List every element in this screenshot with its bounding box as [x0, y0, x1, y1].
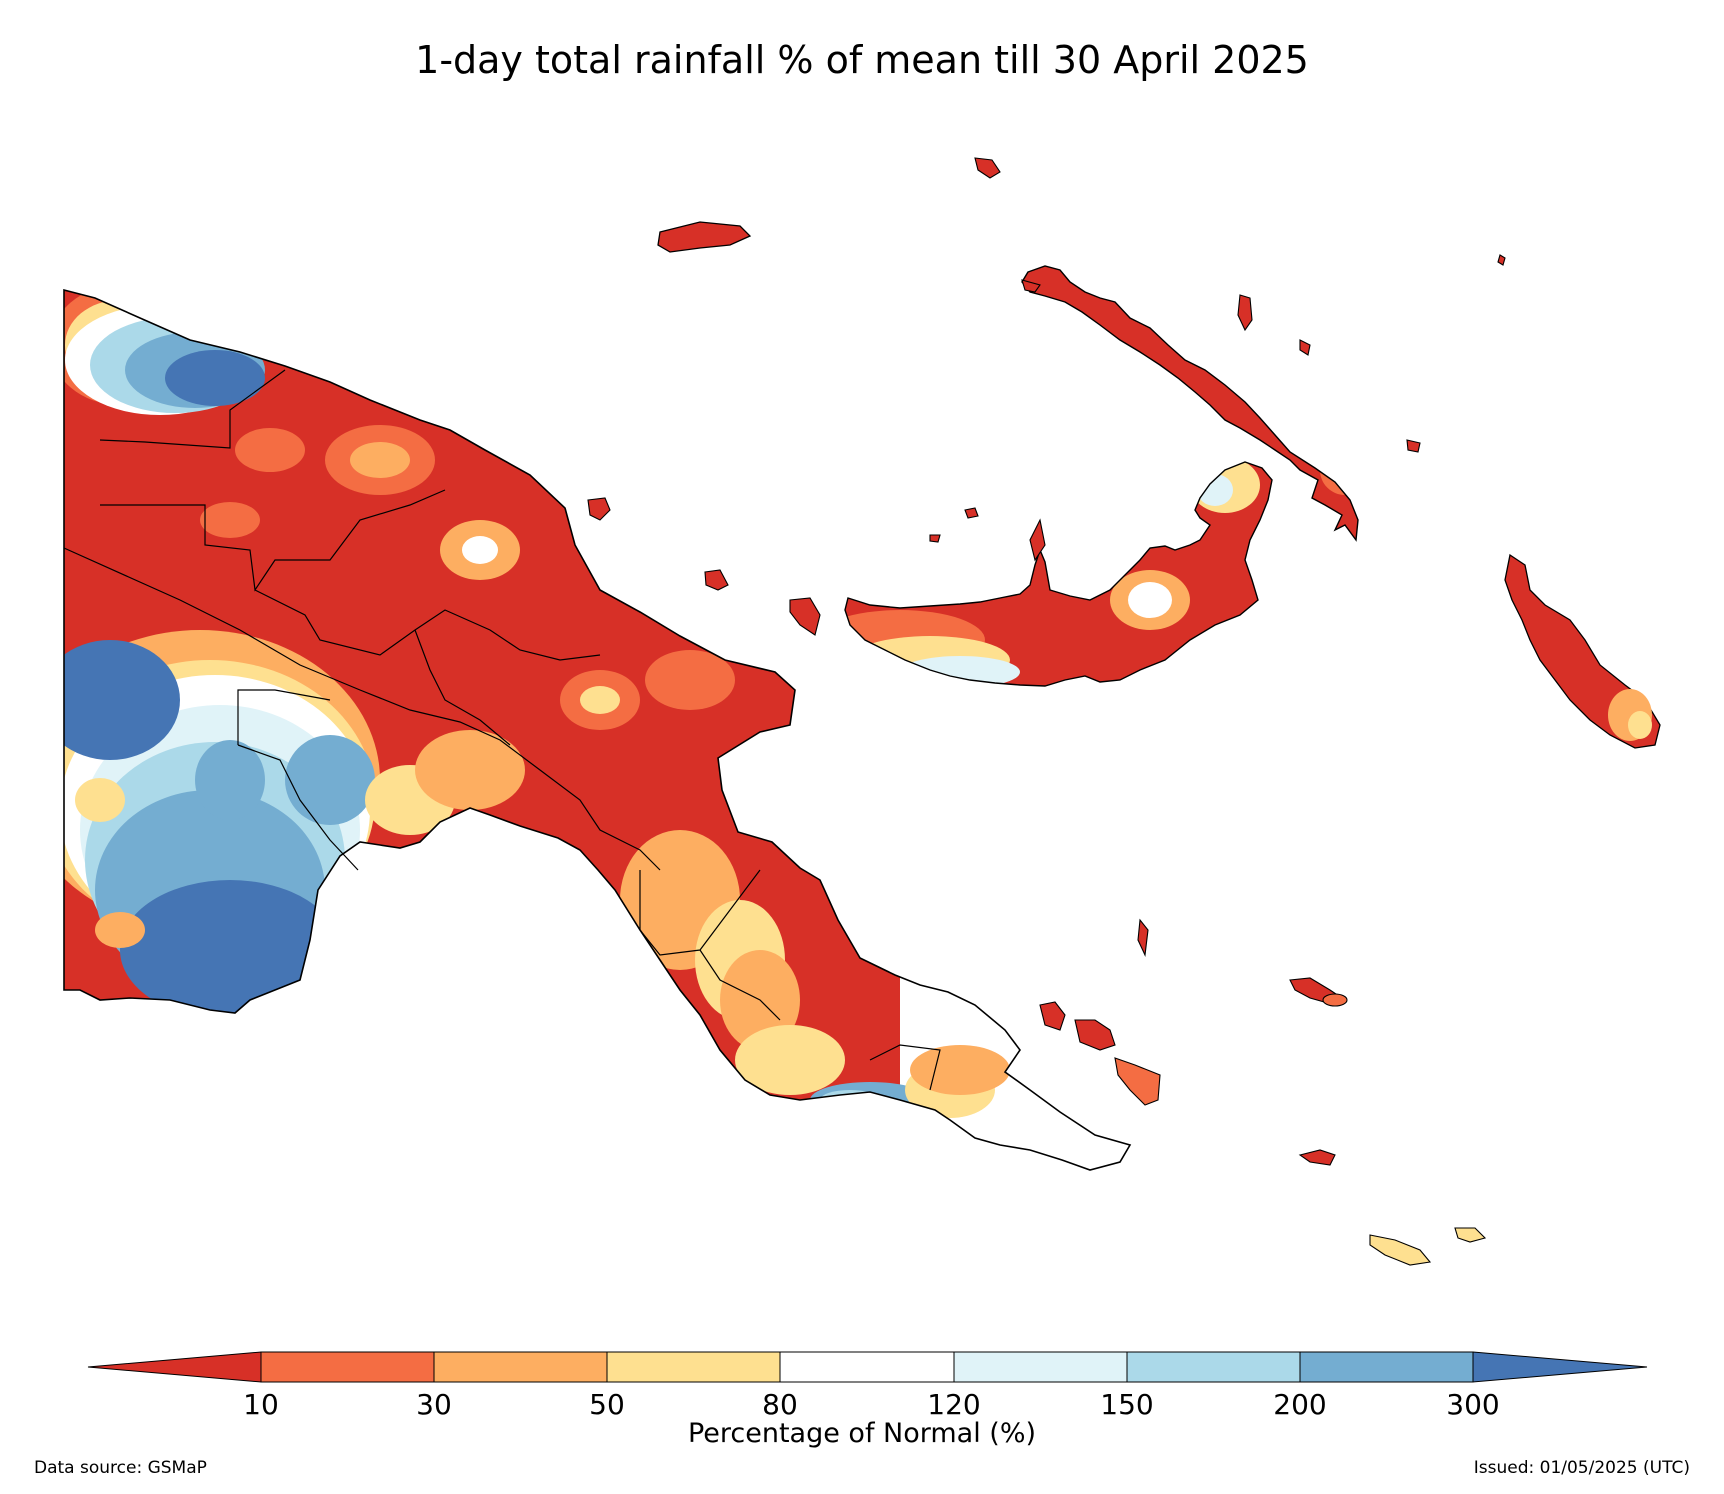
colorbar-tick-50: 50: [589, 1388, 625, 1421]
colorbar-tick-80: 80: [762, 1388, 798, 1421]
colorbar-bin-50-80: [606, 1351, 781, 1383]
small-islands: [587, 157, 1506, 1266]
manus-island: [657, 221, 752, 253]
bougainville-anomaly-core: [1628, 711, 1652, 739]
colorbar-tick-30: 30: [416, 1388, 452, 1421]
colorbar-extend-high: [1472, 1351, 1648, 1383]
colorbar-extend-low: [87, 1351, 262, 1383]
colorbar-tick-120: 120: [927, 1388, 981, 1421]
colorbar-tick-300: 300: [1446, 1388, 1500, 1421]
colorbar-tick-200: 200: [1273, 1388, 1327, 1421]
colorbar-bin-200-300: [1299, 1351, 1474, 1383]
colorbar-bin-150-200: [1126, 1351, 1301, 1383]
colorbar-tick-150: 150: [1100, 1388, 1154, 1421]
colorbar-bin-30-50: [433, 1351, 608, 1383]
issued-date: Issued: 01/05/2025 (UTC): [1473, 1458, 1690, 1478]
colorbar-bin-120-150: [953, 1351, 1128, 1383]
province-borders: [63, 369, 941, 1091]
rainfall-map: [63, 157, 1661, 1266]
colorbar-bin-10-30: [260, 1351, 435, 1383]
colorbar-tick-10: 10: [243, 1388, 279, 1421]
colorbar-label: Percentage of Normal (%): [687, 1418, 1037, 1449]
map-title: 1-day total rainfall % of mean till 30 A…: [415, 38, 1309, 82]
data-source: Data source: GSMaP: [34, 1458, 207, 1478]
colorbar-bin-80-120: [779, 1351, 955, 1383]
